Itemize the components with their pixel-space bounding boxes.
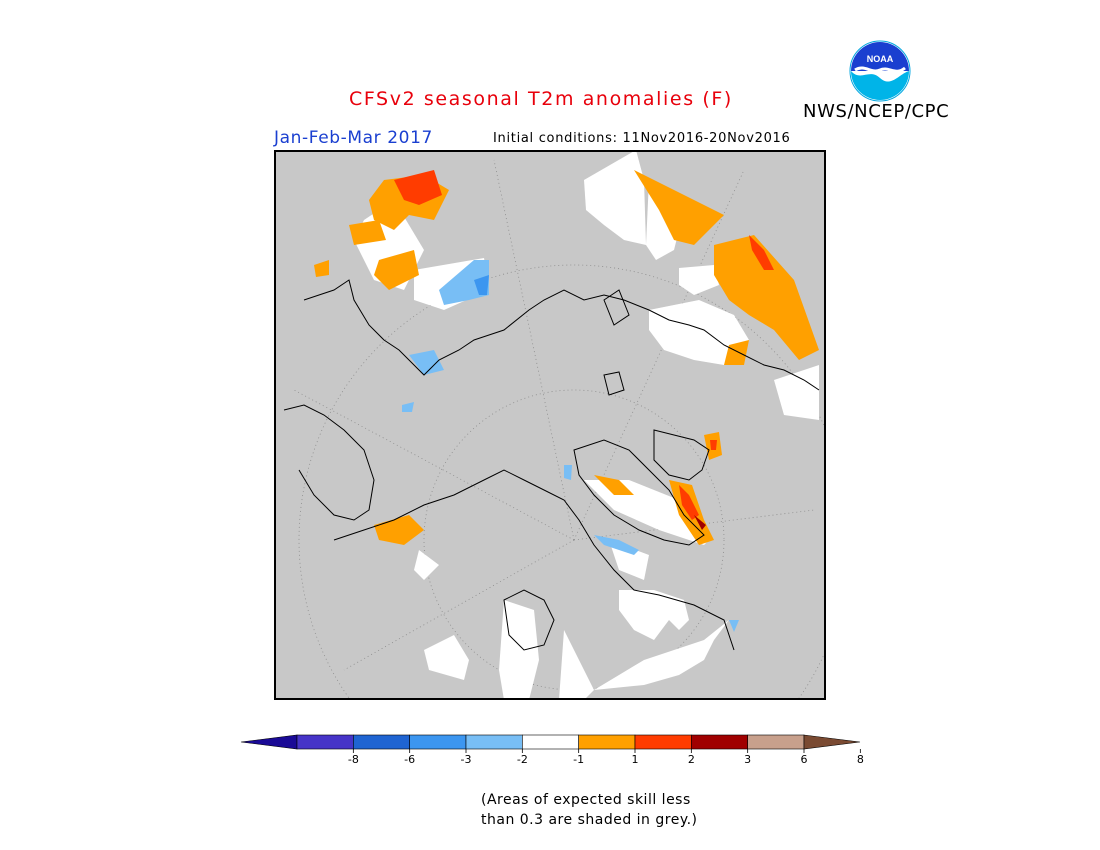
anomaly-area-white <box>774 365 819 420</box>
coastline-hudson-bay <box>503 589 555 651</box>
anomaly-area-red <box>679 485 699 520</box>
anomaly-area-white <box>559 630 594 700</box>
warm-anomaly-areas <box>314 170 819 545</box>
anomaly-area-white <box>584 480 709 545</box>
noaa-logo-text: NOAA <box>867 54 894 64</box>
coastlines <box>283 279 820 651</box>
legend-tick-label: -2 <box>517 753 528 766</box>
coastline-novaya-zemlya <box>603 289 630 326</box>
anomaly-area-white <box>499 600 539 700</box>
legend-swatch <box>409 734 467 750</box>
anomaly-area-orange <box>714 235 819 360</box>
legend-swatch <box>691 734 748 750</box>
noaa-logo: NOAA <box>849 40 911 102</box>
legend-ticks: -8 -6 -3 -2 -1 1 2 3 6 8 <box>348 749 864 766</box>
forecast-period: Jan-Feb-Mar 2017 <box>274 128 433 148</box>
anomaly-area-lightblue <box>564 465 572 480</box>
legend-swatch <box>296 734 354 750</box>
coastline-svalbard <box>603 371 625 396</box>
anomaly-area-white <box>424 635 469 680</box>
legend-tick-label: 3 <box>744 753 751 766</box>
anomaly-area-white <box>649 300 749 365</box>
anomaly-area-orange <box>349 220 386 245</box>
legend-swatch <box>522 734 579 750</box>
anomaly-area-blue <box>474 275 489 295</box>
polar-anomaly-map <box>274 150 826 700</box>
anomaly-area-lightblue <box>594 535 639 555</box>
anomaly-area-red <box>710 440 717 450</box>
coastline-canada <box>333 469 735 651</box>
legend-swatches <box>240 734 861 750</box>
coastline-greenland <box>573 439 705 546</box>
anomaly-area-lightblue <box>729 620 739 632</box>
legend-tick-label: 1 <box>632 753 639 766</box>
cool-anomaly-areas <box>402 260 739 632</box>
anomaly-area-orange <box>594 475 634 495</box>
anomaly-area-orange <box>724 340 749 365</box>
legend-tick-label: 2 <box>688 753 695 766</box>
footnote-line-2: than 0.3 are shaded in grey.) <box>481 812 698 828</box>
color-scale-legend: -8 -6 -3 -2 -1 1 2 3 6 8 <box>240 734 864 766</box>
legend-tick-label: -1 <box>573 753 584 766</box>
legend-tick-label: -8 <box>348 753 359 766</box>
legend-swatch <box>578 734 636 750</box>
coastline-europe <box>653 429 710 481</box>
anomaly-area-orange <box>634 170 724 245</box>
anomaly-area-red <box>394 170 442 205</box>
legend-tick-label: -3 <box>461 753 472 766</box>
anomaly-area-white <box>594 620 729 690</box>
agency-label: NWS/NCEP/CPC <box>803 101 950 122</box>
anomaly-area-white <box>679 265 719 295</box>
anomaly-area-white <box>584 150 646 245</box>
anomaly-area-white <box>619 590 689 640</box>
anomaly-area-lightblue <box>409 350 444 375</box>
legend-swatch <box>634 734 692 750</box>
legend-swatch <box>465 734 523 750</box>
anomaly-area-lightblue <box>439 260 489 305</box>
legend-swatch-high-arrow <box>803 734 861 750</box>
map-border <box>274 150 826 700</box>
legend-swatch-low-arrow <box>240 734 298 750</box>
anomaly-area-red <box>749 235 774 270</box>
map-title: CFSv2 seasonal T2m anomalies (F) <box>349 88 733 110</box>
anomaly-area-darkred <box>694 515 706 530</box>
coastline-alaska <box>283 404 375 521</box>
legend-swatch <box>353 734 410 750</box>
anomaly-area-orange <box>374 250 419 290</box>
legend-tick-label: 6 <box>801 753 808 766</box>
initial-conditions-label: Initial conditions: 11Nov2016-20Nov2016 <box>493 131 791 146</box>
anomaly-area-white <box>414 550 439 580</box>
legend-swatch <box>747 734 805 750</box>
footnote-line-1: (Areas of expected skill less <box>481 792 691 808</box>
anomaly-area-lightblue <box>402 402 414 412</box>
anomaly-area-orange <box>314 260 329 277</box>
legend-tick-label: -6 <box>404 753 415 766</box>
legend-tick-label: 8 <box>857 753 864 766</box>
coastline-eurasia <box>303 279 820 391</box>
